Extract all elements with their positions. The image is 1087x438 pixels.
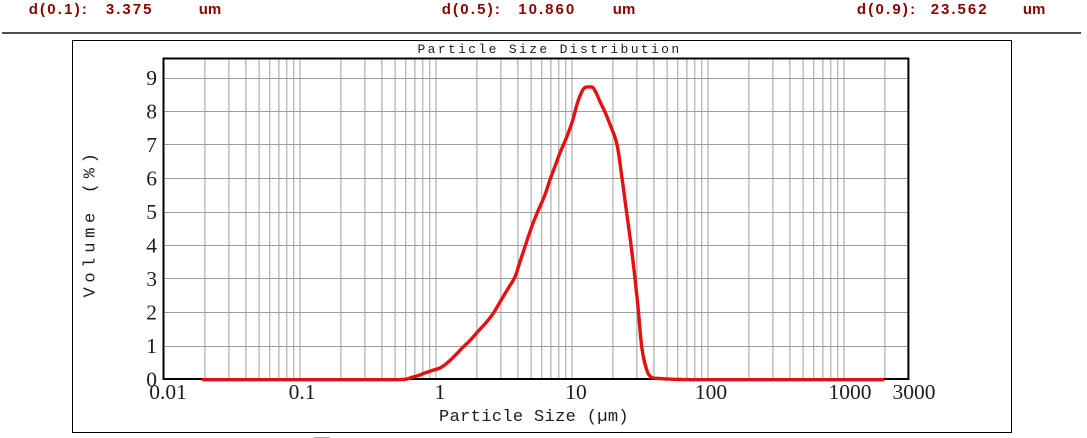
svg-text:0.1: 0.1: [289, 380, 316, 404]
svg-text:1: 1: [435, 380, 446, 404]
svg-text:10: 10: [565, 380, 587, 404]
svg-text:7: 7: [146, 133, 157, 157]
svg-text:4: 4: [146, 234, 157, 258]
svg-text:3000: 3000: [893, 380, 936, 404]
svg-text:0: 0: [146, 368, 157, 392]
svg-text:1000: 1000: [829, 380, 872, 404]
svg-text:6: 6: [146, 167, 157, 191]
svg-text:2: 2: [146, 301, 157, 325]
svg-text:3: 3: [146, 267, 157, 291]
svg-text:1: 1: [146, 334, 157, 358]
svg-text:9: 9: [146, 66, 157, 90]
svg-text:5: 5: [146, 200, 157, 224]
svg-text:100: 100: [695, 380, 727, 404]
svg-text:0.01: 0.01: [149, 380, 187, 404]
svg-text:8: 8: [146, 100, 157, 124]
